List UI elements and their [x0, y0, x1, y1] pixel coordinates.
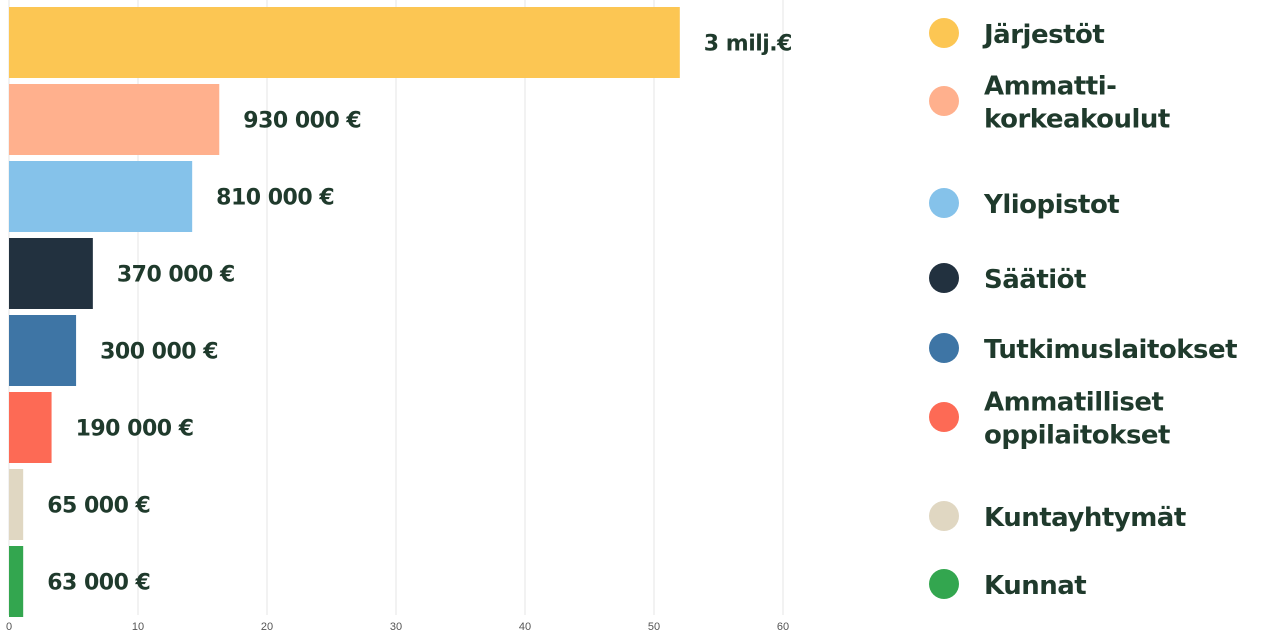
- bar: [9, 238, 93, 309]
- bar-value-label: 810 000 €: [216, 186, 334, 211]
- legend-swatch: [929, 569, 959, 599]
- legend-label: korkeakoulut: [984, 105, 1170, 135]
- legend-label: oppilaitokset: [984, 421, 1170, 451]
- bar-value-label: 190 000 €: [76, 417, 194, 442]
- legend-swatch: [929, 86, 959, 116]
- bar-value-label: 370 000 €: [117, 263, 235, 288]
- bar-value-label: 63 000 €: [47, 571, 150, 596]
- bar: [9, 392, 52, 463]
- bar: [9, 161, 193, 232]
- legend: Järjestöt Ammatti-korkeakoulut Yliopistot S…: [929, 18, 1238, 601]
- bar-value-label: 300 000 €: [100, 340, 218, 365]
- x-tick-label: 30: [390, 621, 402, 633]
- bar: [9, 546, 24, 617]
- x-tick-label: 10: [132, 621, 144, 633]
- legend-swatch: [929, 18, 959, 48]
- legend-label: Tutkimuslaitokset: [984, 335, 1237, 365]
- legend-swatch: [929, 333, 959, 363]
- x-axis-tick-labels: 0 10 20 30 40 50 60: [6, 621, 789, 633]
- bar-value-label: 930 000 €: [243, 109, 361, 134]
- bar: [9, 315, 77, 386]
- legend-label: Kunnat: [984, 571, 1086, 601]
- legend-label: Yliopistot: [983, 190, 1119, 220]
- x-tick-label: 0: [6, 621, 12, 633]
- x-tick-label: 60: [777, 621, 789, 633]
- legend-swatch: [929, 263, 959, 293]
- legend-swatch: [929, 402, 959, 432]
- legend-label: Ammatilliset: [984, 388, 1164, 418]
- legend-label: Järjestöt: [982, 20, 1104, 50]
- bar: [9, 84, 220, 155]
- bars: [9, 7, 680, 617]
- legend-label: Kuntayhtymät: [984, 503, 1186, 533]
- bar: [9, 469, 24, 540]
- bar-value-label: 65 000 €: [47, 494, 150, 519]
- bar-value-labels: 3 milj.€ 930 000 € 810 000 € 370 000 € 300 0…: [47, 32, 792, 596]
- x-tick-label: 40: [519, 621, 531, 633]
- legend-label: Ammatti-: [984, 72, 1116, 102]
- legend-swatch: [929, 501, 959, 531]
- legend-label: Säätiöt: [984, 265, 1086, 295]
- bar: [9, 7, 680, 78]
- bar-value-label: 3 milj.€: [704, 32, 792, 57]
- x-tick-label: 20: [261, 621, 273, 633]
- x-tick-label: 50: [648, 621, 660, 633]
- legend-swatch: [929, 188, 959, 218]
